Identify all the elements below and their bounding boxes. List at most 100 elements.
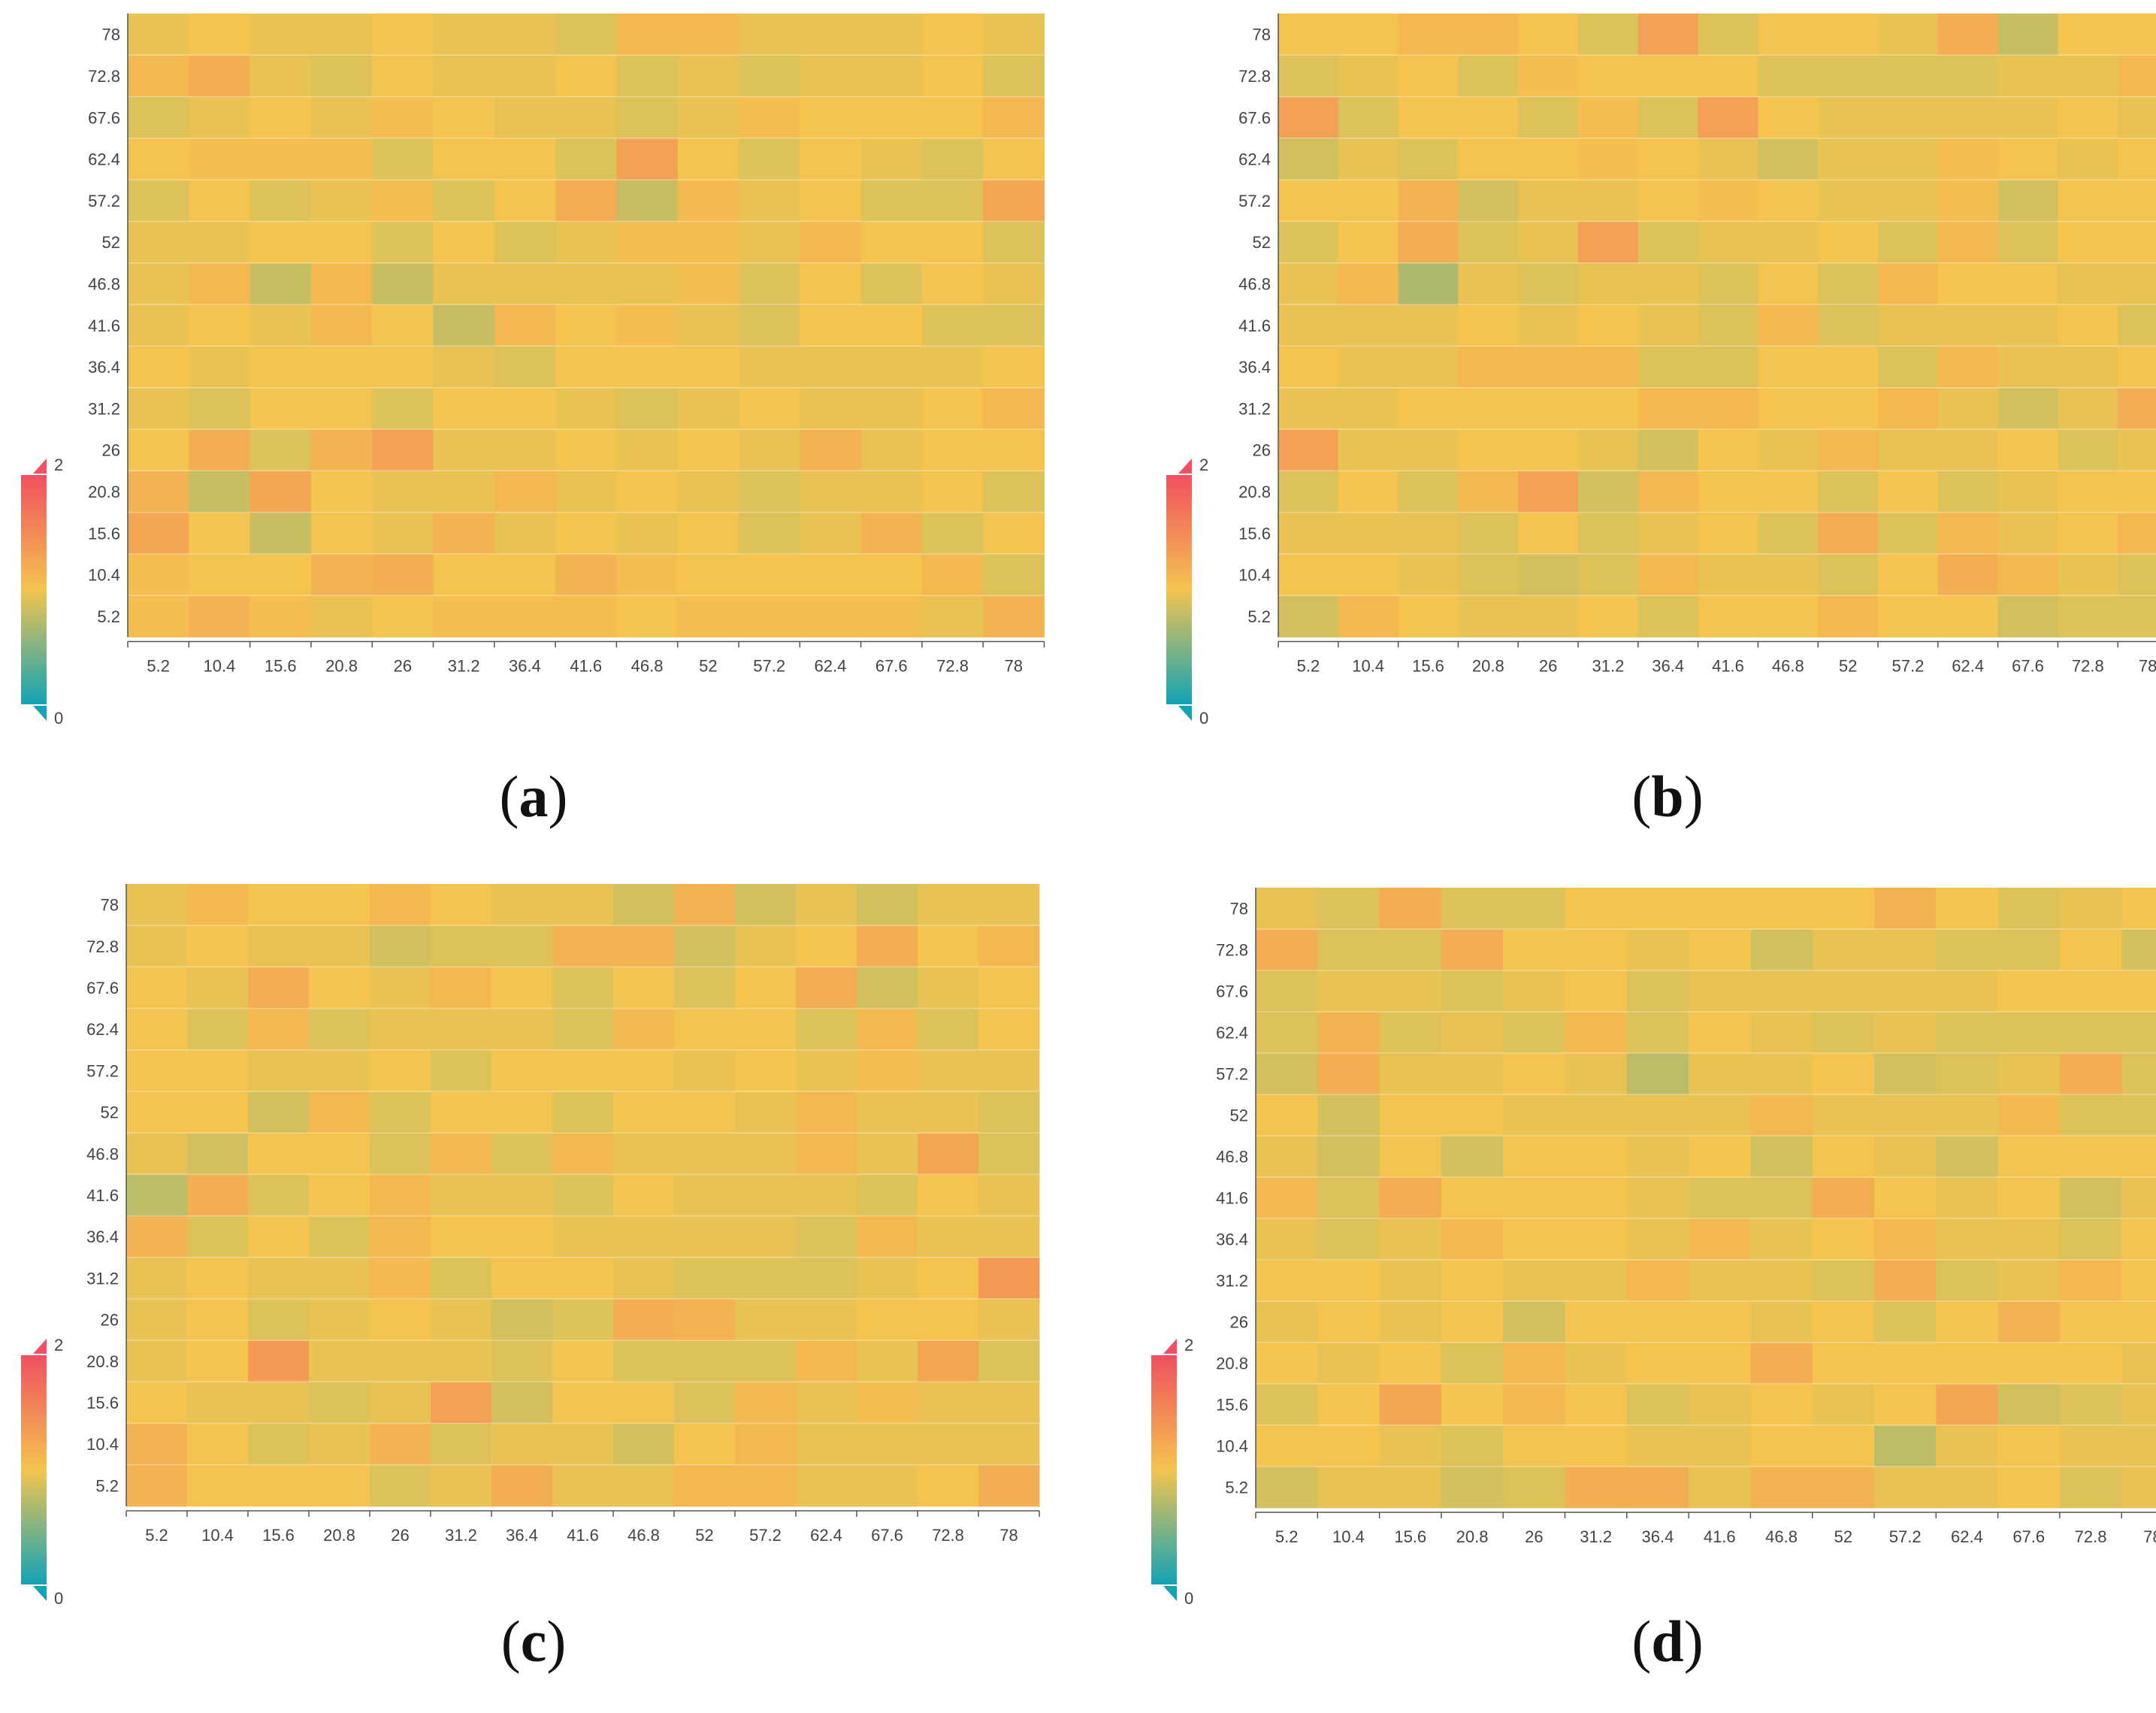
heatmap-cell <box>1812 1053 1875 1095</box>
heatmap-cell <box>1878 138 1939 180</box>
heatmap-cell <box>1565 929 1628 971</box>
heatmap-cell <box>1997 1012 2061 1054</box>
heatmap-cell <box>1278 262 1339 305</box>
colorbar-min-handle[interactable] <box>33 706 47 721</box>
heatmap-cell <box>1578 304 1639 347</box>
heatmap-cell <box>431 1215 492 1258</box>
heatmap-cell <box>494 262 556 305</box>
heatmap-cell <box>735 884 797 926</box>
colorbar-max-handle[interactable] <box>1163 1339 1177 1354</box>
heatmap-cell <box>860 221 923 264</box>
heatmap-cell <box>1565 1260 1628 1302</box>
x-tick-label: 15.6 <box>1394 1527 1426 1546</box>
caption-d: (d) <box>1631 1609 1704 1674</box>
heatmap-cell <box>1750 1342 1813 1385</box>
heatmap-cell <box>1874 1177 1937 1219</box>
heatmap-cell <box>1503 1301 1565 1343</box>
heatmap-cell <box>1317 1218 1380 1261</box>
heatmap-cell <box>1689 1136 1751 1178</box>
heatmap-cell <box>248 967 310 1009</box>
heatmap-cell <box>1997 55 2058 98</box>
heatmap-cell <box>1338 138 1399 180</box>
heatmap-cell <box>1750 1466 1813 1509</box>
heatmap-cell <box>1441 1053 1504 1095</box>
colorbar <box>1151 1355 1177 1584</box>
heatmap-cell <box>796 1299 857 1341</box>
heatmap-cell <box>2121 1425 2156 1467</box>
heatmap-cell <box>677 553 739 596</box>
heatmap-cell <box>2058 304 2118 347</box>
heatmap-cell <box>187 1049 249 1092</box>
heatmap-cell <box>2059 1260 2122 1302</box>
heatmap-cell <box>309 1382 370 1424</box>
heatmap-cell <box>983 221 1045 264</box>
heatmap-cell <box>1578 96 1639 139</box>
heatmap-cell <box>1503 888 1565 930</box>
y-tick-label: 78 <box>1253 26 1271 44</box>
heatmap-cell <box>309 1215 370 1258</box>
heatmap-cell <box>248 1340 310 1382</box>
heatmap-cell <box>1874 1136 1937 1178</box>
x-tick-label: 62.4 <box>1951 1527 1983 1546</box>
y-tick-label: 67.6 <box>1238 108 1271 127</box>
caption-c: (c) <box>500 1609 567 1674</box>
heatmap-cell <box>1812 888 1875 930</box>
x-tick-label: 41.6 <box>1704 1527 1736 1546</box>
y-tick-label: 15.6 <box>1216 1396 1248 1415</box>
heatmap-cell <box>1937 138 1999 180</box>
heatmap-cell <box>860 595 923 637</box>
heatmap-cell <box>1758 138 1819 180</box>
colorbar-max-handle[interactable] <box>33 459 47 474</box>
heatmap-cell <box>1689 1466 1751 1509</box>
colorbar-min-handle[interactable] <box>1178 706 1192 721</box>
heatmap-cell <box>921 55 984 98</box>
heatmap-cell <box>983 387 1045 430</box>
heatmap-cell <box>494 55 556 98</box>
heatmap-cell <box>1997 1094 2061 1136</box>
heatmap-cell <box>796 1382 857 1424</box>
heatmap-cell <box>249 262 312 305</box>
heatmap-cell <box>555 595 617 637</box>
heatmap-cell <box>616 471 679 513</box>
heatmap-cell <box>1878 346 1939 389</box>
heatmap-cell <box>1818 471 1879 513</box>
heatmap-cell <box>433 595 495 637</box>
heatmap-cell <box>249 138 312 180</box>
heatmap-cell <box>1874 1218 1937 1261</box>
y-tick-label: 20.8 <box>86 1352 119 1371</box>
colorbar-max-handle[interactable] <box>33 1339 47 1354</box>
x-tick-label: 46.8 <box>1772 657 1804 676</box>
heatmap-cell <box>796 925 857 967</box>
heatmap-cell <box>1379 1425 1442 1467</box>
heatmap-cell <box>1758 14 1819 56</box>
x-tick-label: 57.2 <box>1889 1527 1922 1546</box>
x-tick-label: 67.6 <box>875 657 908 676</box>
heatmap-cell <box>1689 1053 1751 1095</box>
heatmap-cell <box>1997 221 2058 264</box>
heatmap-cell <box>370 1464 431 1507</box>
heatmap-cell <box>1997 346 2058 389</box>
heatmap-cell <box>1997 1177 2061 1219</box>
heatmap-cell <box>1458 221 1519 264</box>
heatmap-cell <box>2058 595 2118 637</box>
heatmap-cell <box>1458 262 1519 305</box>
colorbar-min-handle[interactable] <box>33 1586 47 1601</box>
y-tick-label: 72.8 <box>1238 67 1271 86</box>
heatmap-cell <box>1398 595 1459 637</box>
heatmap-cell <box>1874 1466 1937 1509</box>
heatmap-cell <box>1317 1260 1380 1302</box>
heatmap-cell <box>918 1008 979 1051</box>
colorbar-max-handle[interactable] <box>1178 459 1192 474</box>
colorbar-min-handle[interactable] <box>1163 1586 1177 1601</box>
heatmap-cell <box>310 387 373 430</box>
heatmap-cell <box>309 1091 370 1133</box>
heatmap-cell <box>918 1299 979 1341</box>
x-tick-label: 78 <box>2139 657 2156 676</box>
heatmap-cell <box>1578 55 1639 98</box>
y-tick-label: 5.2 <box>95 1476 119 1495</box>
heatmap-cell <box>494 304 556 347</box>
x-tick-label: 62.4 <box>815 657 847 676</box>
heatmap-cell <box>1937 262 1999 305</box>
heatmap-cell <box>555 180 617 222</box>
heatmap-cell <box>1379 970 1442 1012</box>
